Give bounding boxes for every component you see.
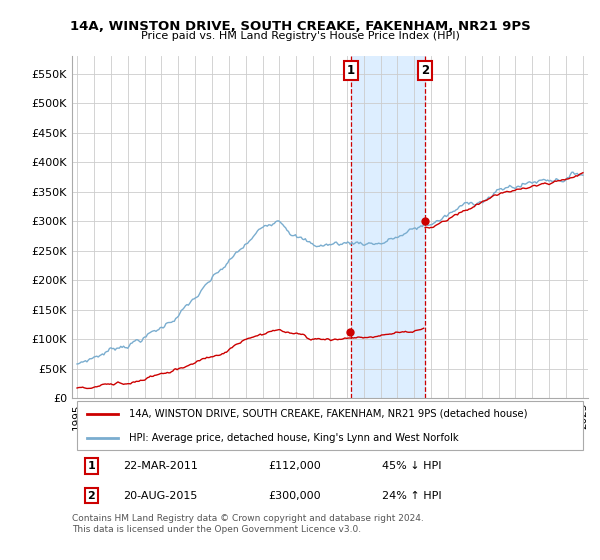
Text: 24% ↑ HPI: 24% ↑ HPI	[382, 491, 441, 501]
Text: 20-AUG-2015: 20-AUG-2015	[124, 491, 198, 501]
Text: Contains HM Land Registry data © Crown copyright and database right 2024.
This d: Contains HM Land Registry data © Crown c…	[72, 514, 424, 534]
Text: £300,000: £300,000	[268, 491, 321, 501]
Text: 2: 2	[421, 64, 429, 77]
Bar	[350, 56, 425, 398]
Text: 14A, WINSTON DRIVE, SOUTH CREAKE, FAKENHAM, NR21 9PS (detached house): 14A, WINSTON DRIVE, SOUTH CREAKE, FAKENH…	[129, 409, 527, 418]
Text: 22-MAR-2011: 22-MAR-2011	[124, 461, 199, 471]
Text: 45% ↓ HPI: 45% ↓ HPI	[382, 461, 441, 471]
FancyBboxPatch shape	[77, 401, 583, 450]
Text: 1: 1	[88, 461, 95, 471]
Text: HPI: Average price, detached house, King's Lynn and West Norfolk: HPI: Average price, detached house, King…	[129, 433, 458, 442]
Text: 1: 1	[347, 64, 355, 77]
Text: Price paid vs. HM Land Registry's House Price Index (HPI): Price paid vs. HM Land Registry's House …	[140, 31, 460, 41]
Text: 14A, WINSTON DRIVE, SOUTH CREAKE, FAKENHAM, NR21 9PS: 14A, WINSTON DRIVE, SOUTH CREAKE, FAKENH…	[70, 20, 530, 32]
Text: 2: 2	[88, 491, 95, 501]
Text: £112,000: £112,000	[268, 461, 321, 471]
